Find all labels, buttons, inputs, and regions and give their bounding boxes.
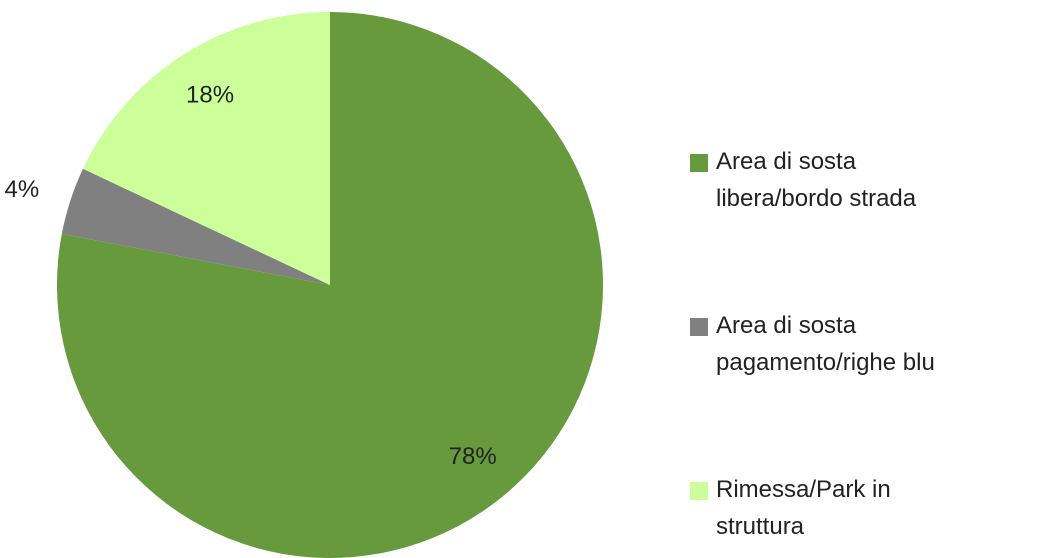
legend-label: Area di sosta pagamento/righe blu xyxy=(716,312,935,376)
pie-slice xyxy=(57,12,603,558)
data-label: 18% xyxy=(186,81,234,108)
pie-slice xyxy=(61,168,331,285)
legend-line: pagamento/righe blu xyxy=(716,349,935,376)
data-label: 78% xyxy=(449,443,497,470)
legend-line: Area di sosta xyxy=(716,148,863,175)
pie-slice xyxy=(82,12,331,285)
legend-swatch xyxy=(690,154,708,172)
data-label: 4% xyxy=(5,176,40,203)
legend-swatch xyxy=(690,482,708,500)
legend-line: Rimessa/Park in xyxy=(716,476,897,503)
legend-swatch xyxy=(690,318,708,336)
legend-label: Rimessa/Park in struttura xyxy=(716,476,897,540)
legend-line: struttura xyxy=(716,513,805,540)
legend-line: libera/bordo strada xyxy=(716,185,917,212)
legend-label: Area di sosta libera/bordo strada xyxy=(716,148,917,212)
legend-line: Area di sosta xyxy=(716,312,863,339)
